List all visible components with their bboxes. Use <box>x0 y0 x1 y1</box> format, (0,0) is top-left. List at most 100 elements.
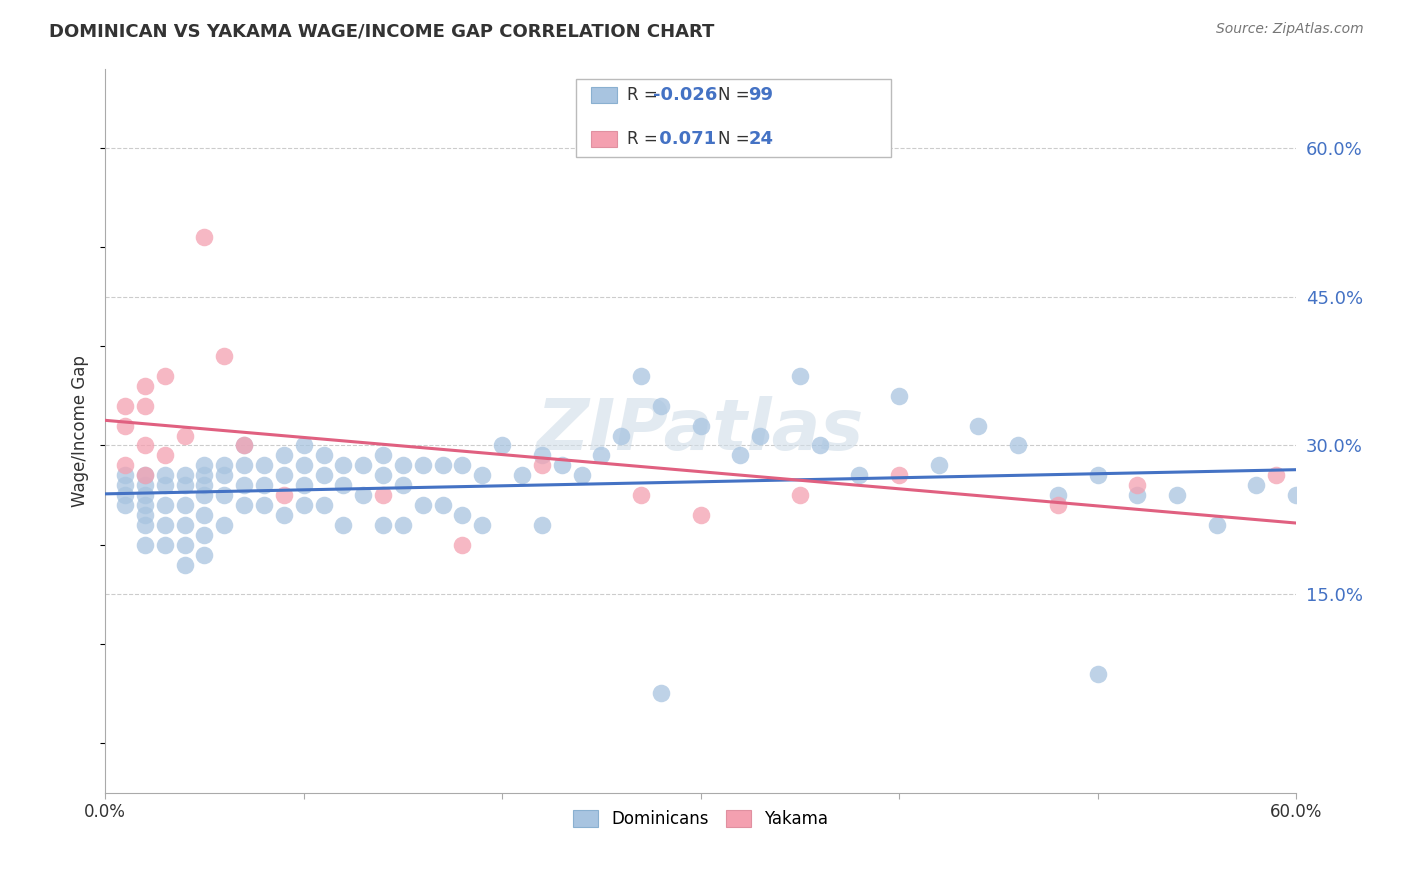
Point <box>134 498 156 512</box>
Point <box>153 517 176 532</box>
Point <box>332 517 354 532</box>
Point <box>371 449 394 463</box>
Point <box>371 517 394 532</box>
Point <box>1246 478 1268 492</box>
Point <box>1087 468 1109 483</box>
Point <box>134 468 156 483</box>
Point <box>193 468 215 483</box>
Point <box>392 517 415 532</box>
Point <box>789 488 811 502</box>
Point <box>1285 488 1308 502</box>
Point <box>312 498 335 512</box>
Point <box>332 458 354 473</box>
Point <box>134 508 156 522</box>
Point <box>134 517 156 532</box>
Point <box>530 458 553 473</box>
Point <box>371 468 394 483</box>
Text: ZIPatlas: ZIPatlas <box>537 396 865 465</box>
Point <box>530 517 553 532</box>
Point <box>432 498 454 512</box>
Point <box>214 349 236 363</box>
Point <box>332 478 354 492</box>
Point <box>749 428 772 442</box>
Point <box>193 230 215 244</box>
Point <box>233 458 256 473</box>
Point <box>312 468 335 483</box>
Point <box>173 478 195 492</box>
Point <box>134 399 156 413</box>
Point <box>1166 488 1188 502</box>
Point <box>887 389 910 403</box>
Point <box>214 517 236 532</box>
Point <box>471 468 494 483</box>
Bar <box>591 87 617 103</box>
Point <box>1087 666 1109 681</box>
Point <box>292 458 315 473</box>
Point <box>134 478 156 492</box>
Point <box>451 508 474 522</box>
Point <box>273 468 295 483</box>
Point <box>134 438 156 452</box>
Point <box>510 468 533 483</box>
Point <box>153 538 176 552</box>
Y-axis label: Wage/Income Gap: Wage/Income Gap <box>72 355 89 507</box>
Point <box>153 449 176 463</box>
Point <box>1205 517 1227 532</box>
Point <box>650 399 672 413</box>
Point <box>887 468 910 483</box>
Point <box>173 428 195 442</box>
Point <box>730 449 752 463</box>
Point <box>530 449 553 463</box>
Text: 24: 24 <box>748 129 773 148</box>
Bar <box>591 131 617 146</box>
Point <box>928 458 950 473</box>
Point <box>233 498 256 512</box>
Point <box>193 458 215 473</box>
Point <box>173 468 195 483</box>
Point <box>471 517 494 532</box>
Text: -0.026: -0.026 <box>652 87 717 104</box>
Point <box>134 488 156 502</box>
Point <box>1126 478 1149 492</box>
Point <box>134 379 156 393</box>
Point <box>630 369 652 384</box>
Text: Source: ZipAtlas.com: Source: ZipAtlas.com <box>1216 22 1364 37</box>
Point <box>432 458 454 473</box>
Point <box>173 517 195 532</box>
Point <box>591 449 613 463</box>
Point <box>352 458 374 473</box>
Point <box>273 488 295 502</box>
Text: R =: R = <box>627 129 662 148</box>
Point <box>153 478 176 492</box>
Point <box>114 418 136 433</box>
Point <box>451 458 474 473</box>
Point <box>193 488 215 502</box>
Point <box>114 458 136 473</box>
Point <box>550 458 572 473</box>
Point <box>392 458 415 473</box>
Point <box>273 508 295 522</box>
Point <box>412 458 434 473</box>
Point <box>173 498 195 512</box>
Point <box>233 438 256 452</box>
Point <box>1046 488 1069 502</box>
Point <box>412 498 434 512</box>
Point <box>253 498 276 512</box>
Point <box>233 478 256 492</box>
Point <box>114 468 136 483</box>
Point <box>789 369 811 384</box>
Point <box>114 399 136 413</box>
Point <box>808 438 831 452</box>
Point <box>193 548 215 562</box>
Point <box>967 418 990 433</box>
Point <box>134 468 156 483</box>
Text: 99: 99 <box>748 87 773 104</box>
Point <box>292 498 315 512</box>
Point <box>214 488 236 502</box>
Bar <box>575 78 891 157</box>
Point <box>153 468 176 483</box>
Point <box>292 478 315 492</box>
Point <box>153 369 176 384</box>
Point <box>1265 468 1288 483</box>
Point <box>114 498 136 512</box>
